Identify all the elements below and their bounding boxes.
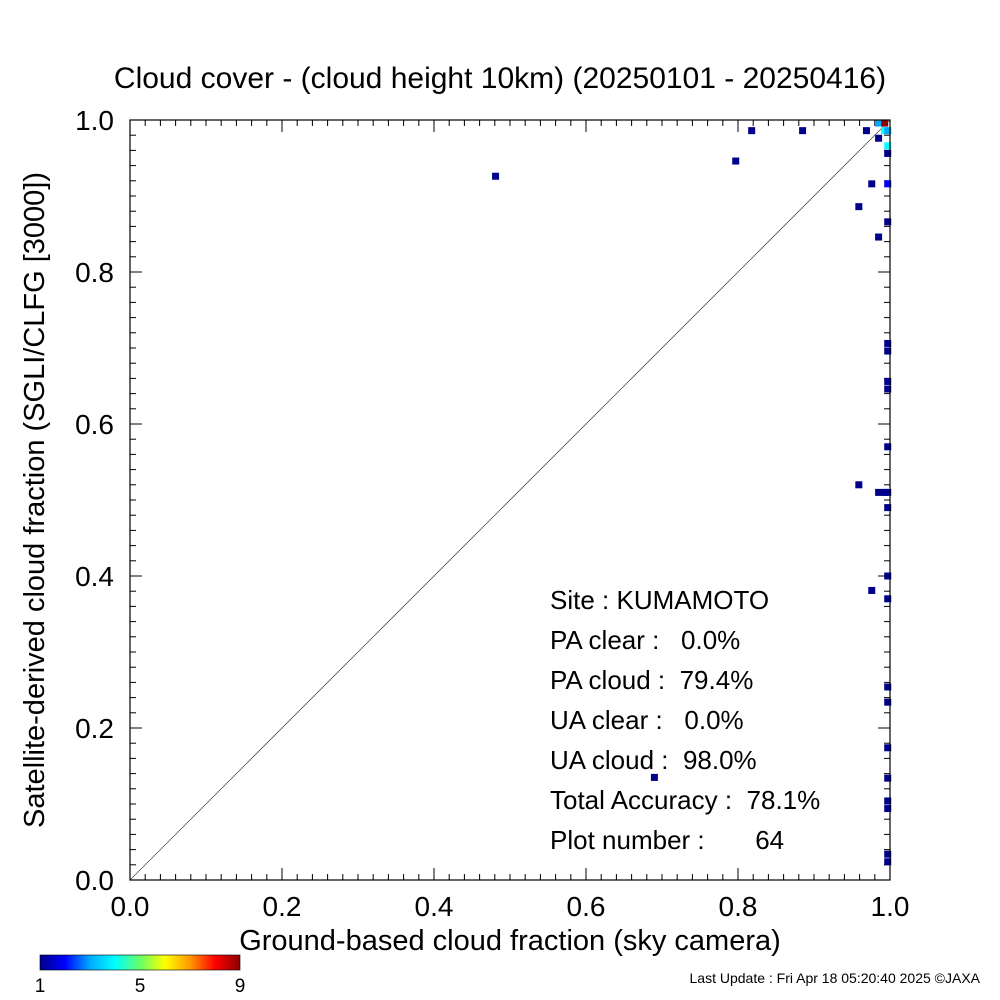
- stat-ua-clear: UA clear : 0.0%: [550, 705, 744, 735]
- data-point: [875, 488, 883, 496]
- data-point: [862, 127, 870, 135]
- data-point: [884, 774, 892, 782]
- x-tick-label: 0.2: [263, 891, 302, 922]
- colorbar-tick-label: 9: [235, 976, 246, 997]
- data-point: [868, 586, 876, 594]
- colorbar-tick-label: 1: [35, 976, 46, 997]
- last-update-text: Last Update : Fri Apr 18 05:20:40 2025 ©…: [690, 970, 981, 986]
- axis-ticks: [129, 119, 891, 881]
- y-tick-label: 0.6: [75, 409, 114, 440]
- data-point: [884, 504, 892, 512]
- stat-total-accuracy: Total Accuracy : 78.1%: [550, 785, 820, 815]
- data-point: [875, 119, 883, 127]
- stat-pa-cloud: PA cloud : 79.4%: [550, 665, 753, 695]
- data-point: [884, 797, 892, 805]
- y-axis-label: Satellite-derived cloud fraction (SGLI/C…: [19, 172, 51, 828]
- data-point: [884, 850, 892, 858]
- data-point: [884, 443, 892, 451]
- data-point: [732, 157, 740, 165]
- data-points: [492, 119, 892, 866]
- data-point: [884, 572, 892, 580]
- plot-frame: [129, 119, 891, 881]
- data-point: [884, 142, 892, 150]
- y-tick-label: 0.8: [75, 257, 114, 288]
- diagonal-line: [129, 119, 891, 881]
- stat-plot-number: Plot number : 64: [550, 825, 784, 855]
- data-point: [884, 127, 892, 135]
- colorbar-labels: 1 5 9: [35, 976, 246, 997]
- chart-title: Cloud cover - (cloud height 10km) (20250…: [114, 62, 886, 95]
- data-point: [855, 203, 863, 211]
- colorbar-tick-label: 5: [135, 976, 146, 997]
- y-tick-label: 0.2: [75, 713, 114, 744]
- data-point: [875, 233, 883, 241]
- data-point: [884, 347, 892, 355]
- data-point: [884, 805, 892, 813]
- data-point: [855, 481, 863, 489]
- x-tick-labels: 0.0 0.2 0.4 0.6 0.8 1.0: [111, 891, 910, 922]
- data-point: [884, 339, 892, 347]
- y-tick-labels: 0.0 0.2 0.4 0.6 0.8 1.0: [75, 105, 114, 896]
- one-to-one-line: [129, 119, 891, 881]
- data-point: [884, 385, 892, 393]
- x-axis-label: Ground-based cloud fraction (sky camera): [239, 925, 781, 957]
- x-tick-label: 0.6: [567, 891, 606, 922]
- data-point: [884, 488, 892, 496]
- data-point: [884, 180, 892, 188]
- stat-ua-cloud: UA cloud : 98.0%: [550, 745, 757, 775]
- data-point: [884, 744, 892, 752]
- y-tick-label: 1.0: [75, 105, 114, 136]
- stat-site: Site : KUMAMOTO: [550, 585, 769, 615]
- colorbar: [39, 954, 241, 971]
- x-tick-label: 0.0: [111, 891, 150, 922]
- data-point: [650, 773, 658, 781]
- data-point: [884, 683, 892, 691]
- data-point: [884, 698, 892, 706]
- data-point: [884, 377, 892, 385]
- data-point: [875, 134, 883, 142]
- x-tick-label: 0.4: [415, 891, 454, 922]
- data-point: [884, 218, 892, 226]
- data-point: [881, 119, 889, 127]
- data-point: [884, 858, 892, 866]
- data-point: [748, 127, 756, 135]
- y-tick-label: 0.0: [75, 865, 114, 896]
- stats-box: Site : KUMAMOTO PA clear : 0.0% PA cloud…: [550, 585, 820, 855]
- data-point: [492, 172, 500, 180]
- data-point: [884, 149, 892, 157]
- x-tick-label: 1.0: [871, 891, 910, 922]
- x-tick-label: 0.8: [719, 891, 758, 922]
- data-point: [799, 127, 807, 135]
- data-point: [884, 595, 892, 603]
- stat-pa-clear: PA clear : 0.0%: [550, 625, 740, 655]
- y-tick-label: 0.4: [75, 561, 114, 592]
- data-point: [868, 180, 876, 188]
